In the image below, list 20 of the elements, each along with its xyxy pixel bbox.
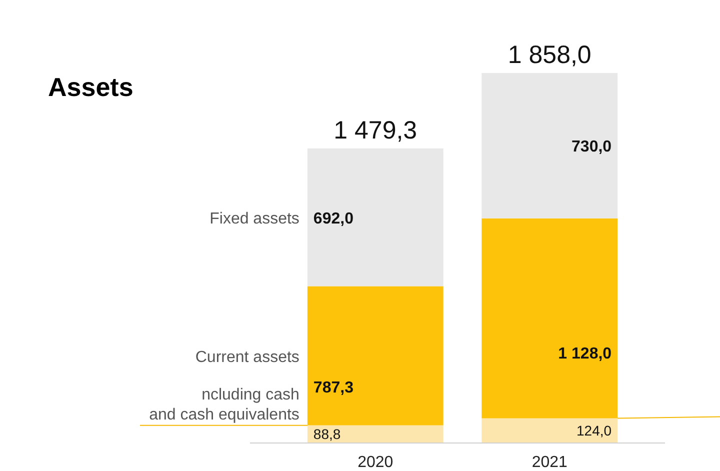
total-label: 1 479,3	[334, 116, 418, 144]
annotation: 1 128,0	[558, 346, 612, 363]
x-tick-label: 2020	[358, 454, 394, 471]
data-label: 124,0	[576, 422, 612, 439]
data-label: 88,8	[313, 426, 341, 442]
chart-title: Assets	[48, 72, 134, 102]
annotation: 787,3	[313, 380, 354, 397]
bar	[482, 418, 618, 443]
data-label: 692,0	[313, 210, 354, 228]
bar	[482, 73, 618, 218]
data-label: 730,0	[572, 138, 612, 156]
series-label: ncluding cash and cash equivalents	[149, 386, 300, 424]
x-tick-label: 2021	[532, 454, 568, 471]
series-label: Fixed assets	[210, 210, 300, 228]
bar	[307, 286, 444, 426]
bar	[307, 148, 444, 286]
total-label: 1 858,0	[508, 41, 592, 69]
bar	[482, 218, 618, 418]
bar	[307, 425, 444, 443]
series-label: Current assets	[195, 348, 300, 366]
